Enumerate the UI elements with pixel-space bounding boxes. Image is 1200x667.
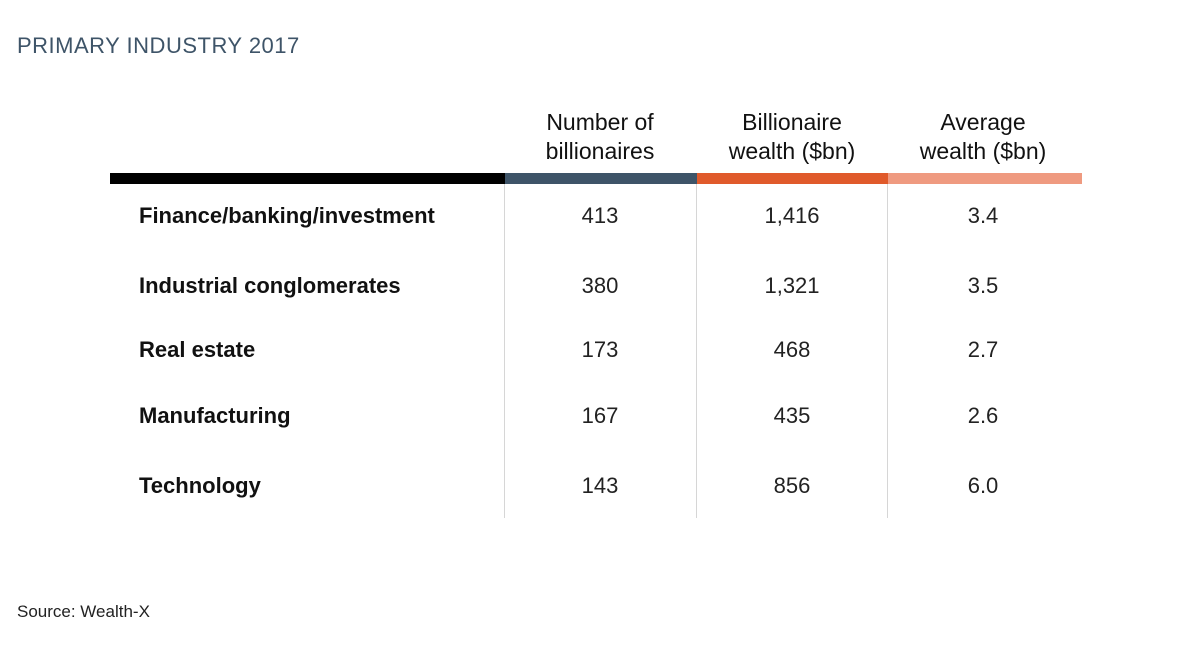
row-label-manufacturing: Manufacturing (139, 403, 291, 428)
header-bar-labels (110, 173, 505, 184)
cell-number-of-billionaires: 167 (581, 403, 619, 428)
column-header-billionaire-wealth: Billionaire wealth ($bn) (697, 108, 887, 166)
cell-number-of-billionaires: 413 (581, 203, 619, 228)
column-divider (504, 184, 505, 518)
chart-title: PRIMARY INDUSTRY 2017 (17, 33, 300, 58)
cell-billionaire-wealth: 856 (773, 473, 811, 498)
column-header-line: billionaires (545, 138, 655, 164)
column-divider (696, 184, 697, 518)
cell-average-wealth: 2.7 (967, 337, 999, 362)
cell-billionaire-wealth: 468 (773, 337, 811, 362)
column-header-line: Number of (546, 109, 654, 135)
cell-billionaire-wealth: 1,416 (764, 203, 820, 228)
column-header-number-of-billionaires: Number of billionaires (505, 108, 695, 166)
row-label-finance: Finance/banking/investment (139, 203, 435, 228)
cell-average-wealth: 3.5 (967, 273, 999, 298)
cell-billionaire-wealth: 435 (773, 403, 811, 428)
row-label-technology: Technology (139, 473, 261, 498)
column-header-line: Billionaire (742, 109, 842, 135)
cell-number-of-billionaires: 173 (581, 337, 619, 362)
cell-average-wealth: 2.6 (967, 403, 999, 428)
header-bar-number (505, 173, 697, 184)
cell-average-wealth: 3.4 (967, 203, 999, 228)
column-divider (887, 184, 888, 518)
column-header-average-wealth: Average wealth ($bn) (888, 108, 1078, 166)
cell-number-of-billionaires: 143 (581, 473, 619, 498)
column-header-line: wealth ($bn) (728, 138, 856, 164)
column-header-line: wealth ($bn) (919, 138, 1047, 164)
cell-average-wealth: 6.0 (967, 473, 999, 498)
row-label-industrial-conglomerates: Industrial conglomerates (139, 273, 401, 298)
row-label-real-estate: Real estate (139, 337, 256, 362)
cell-number-of-billionaires: 380 (581, 273, 619, 298)
cell-billionaire-wealth: 1,321 (764, 273, 820, 298)
column-header-line: Average (940, 109, 1026, 135)
header-bar-average (888, 173, 1082, 184)
source-note: Source: Wealth-X (17, 602, 150, 621)
header-bar-wealth (697, 173, 888, 184)
